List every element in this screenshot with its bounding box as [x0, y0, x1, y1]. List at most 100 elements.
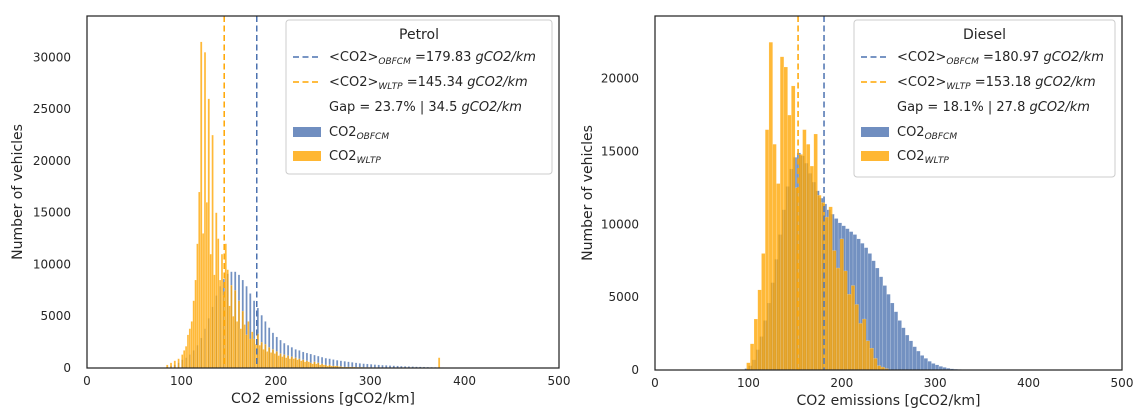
wltp-bar	[858, 323, 863, 371]
wltp-bar	[192, 300, 195, 369]
obfcm-bar	[916, 350, 921, 371]
obfcm-bar	[927, 361, 932, 371]
y-tick-label: 5000	[40, 309, 71, 323]
wltp-bar	[772, 144, 777, 371]
wltp-bar	[283, 354, 286, 369]
y-tick-label: 10000	[33, 257, 71, 271]
plot-frame	[86, 15, 560, 369]
obfcm-bar	[890, 302, 895, 371]
legend-obfcm-patch	[293, 127, 321, 137]
obfcm-bar	[935, 364, 940, 371]
wltp-bar	[746, 362, 751, 371]
obfcm-bar	[920, 355, 925, 371]
wltp-bar	[303, 361, 307, 369]
wltp-bar	[292, 358, 295, 369]
legend-wltp-patch	[293, 151, 321, 161]
wltp-bar	[234, 290, 237, 369]
wltp-bar	[245, 334, 248, 369]
wltp-bar	[288, 358, 292, 369]
x-tick-label: 0	[651, 376, 659, 390]
x-tick-label: 200	[264, 374, 287, 388]
wltp-bar	[780, 56, 785, 371]
x-tick-label: 0	[83, 374, 91, 388]
obfcm-bar	[882, 285, 887, 371]
legend-wltp-patch	[861, 151, 889, 161]
obfcm-bar	[931, 363, 936, 371]
wltp-bar	[851, 285, 856, 371]
wltp-bar	[219, 279, 222, 369]
y-tick-label: 0	[63, 361, 71, 375]
wltp-bar	[761, 253, 766, 371]
y-axis-label: Number of vehicles	[10, 124, 26, 260]
wltp-bar	[183, 350, 186, 369]
wltp-bar	[186, 334, 190, 369]
x-tick-label: 400	[1017, 376, 1040, 390]
x-tick-label: 300	[924, 376, 947, 390]
wltp-bar	[854, 304, 859, 371]
y-axis-label: Number of vehicles	[580, 125, 596, 261]
x-tick-label: 400	[453, 374, 476, 388]
wltp-bar	[249, 338, 252, 369]
wltp-bar	[190, 321, 193, 369]
wltp-bar	[832, 250, 837, 371]
wltp-bar	[765, 129, 770, 371]
wltp-bar	[181, 354, 184, 369]
wltp-bar	[290, 356, 293, 369]
legend-obfcm-patch	[861, 127, 889, 137]
wltp-bar	[309, 362, 312, 369]
wltp-bar	[260, 341, 263, 369]
wltp-bar	[305, 360, 309, 369]
y-tick-label: 15000	[33, 206, 71, 220]
wltp-bar	[813, 133, 818, 371]
wltp-bar	[753, 318, 758, 371]
wltp-bar	[787, 114, 792, 371]
legend: Diesel <CO2>OBFCM =180.97 gCO2/km <CO2>WLT…	[853, 19, 1116, 178]
wltp-bar	[279, 353, 282, 369]
wltp-bar	[243, 324, 246, 369]
wltp-bar	[869, 348, 874, 371]
legend-obfcm-mean-label: <CO2>OBFCM =179.83 gCO2/km	[329, 50, 536, 67]
wltp-bar	[862, 318, 867, 371]
legend-gap-label: Gap = 23.7% | 34.5 gCO2/km	[329, 100, 522, 115]
wltp-bar	[302, 359, 305, 369]
wltp-bar	[266, 351, 269, 369]
wltp-bar	[873, 358, 878, 371]
wltp-bar	[209, 253, 212, 369]
legend-obfcm-label: CO2OBFCM	[897, 125, 957, 142]
wltp-bar	[798, 154, 803, 371]
legend-gap-label: Gap = 18.1% | 27.8 gCO2/km	[897, 100, 1090, 115]
wltp-bar	[226, 269, 229, 369]
wltp-bar	[198, 191, 201, 369]
wltp-bars	[166, 41, 441, 369]
wltp-bar	[230, 285, 233, 369]
wltp-bar	[277, 355, 280, 369]
wltp-bar	[783, 66, 788, 371]
wltp-bar	[241, 310, 244, 369]
obfcm-bar	[923, 358, 928, 371]
legend: Petrol <CO2>OBFCM =179.83 gCO2/km <CO2>WLT…	[285, 19, 553, 175]
wltp-bar	[294, 357, 297, 369]
wltp-bar	[307, 361, 310, 369]
wltp-bar	[768, 42, 773, 371]
wltp-bar	[205, 202, 208, 369]
wltp-bar	[207, 98, 210, 369]
wltp-bar	[194, 279, 197, 369]
wltp-bar	[215, 212, 218, 369]
legend-box	[285, 19, 553, 175]
plot-frame	[654, 15, 1123, 371]
wltp-bar	[287, 355, 290, 369]
wltp-bar	[213, 274, 216, 369]
wltp-bar	[211, 134, 214, 369]
obfcm-bar	[901, 327, 906, 371]
wltp-bar	[264, 344, 267, 369]
x-tick-label: 100	[170, 374, 193, 388]
wltp-bar	[262, 349, 265, 369]
obfcm-bar	[875, 267, 880, 371]
wltp-bar	[247, 321, 250, 369]
wltp-bar	[313, 361, 316, 369]
y-tick-label: 10000	[601, 217, 639, 231]
wltp-bar	[843, 270, 848, 371]
wltp-bar	[224, 243, 227, 369]
wltp-bar	[285, 357, 288, 369]
